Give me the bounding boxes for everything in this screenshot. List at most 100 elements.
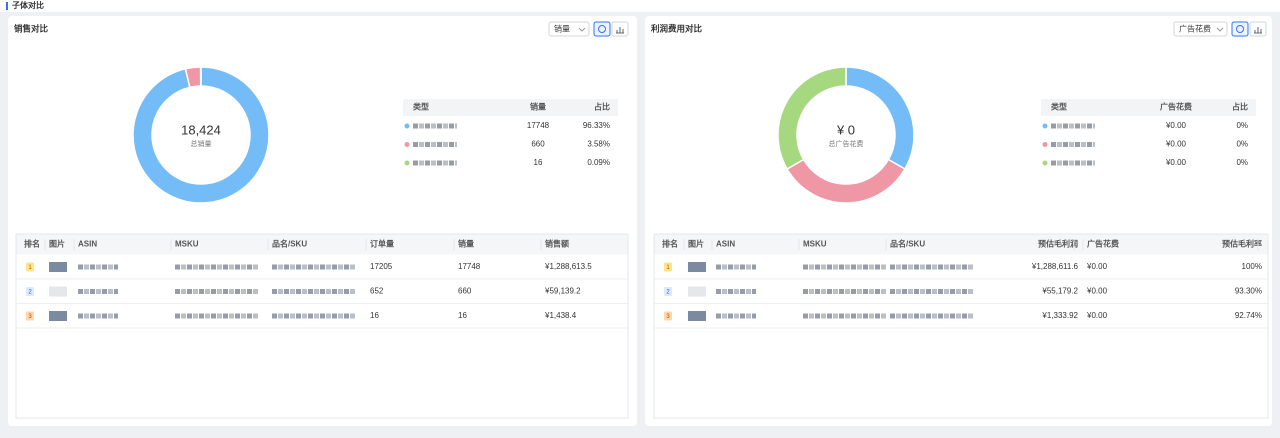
blurred-text	[223, 289, 228, 294]
blurred-text	[1075, 123, 1080, 129]
blurred-text	[968, 289, 973, 294]
legend-percent: 0%	[1236, 121, 1248, 130]
blurred-text	[425, 142, 430, 147]
blurred-text	[932, 289, 937, 294]
blurred-text	[803, 264, 808, 270]
blurred-text	[193, 313, 198, 319]
blurred-text	[284, 264, 289, 270]
blurred-text	[815, 264, 820, 270]
blurred-text	[175, 264, 180, 270]
blurred-text	[920, 313, 925, 319]
blurred-text	[241, 264, 246, 270]
blurred-text	[181, 313, 186, 319]
blurred-text	[1087, 142, 1092, 147]
blurred-text	[902, 264, 907, 270]
rank-badge	[26, 311, 34, 321]
blurred-text	[752, 264, 756, 270]
pie-icon	[598, 25, 606, 33]
rank: 3	[28, 314, 32, 320]
cell: ¥0.00	[1086, 287, 1108, 296]
selector-caret	[1216, 27, 1224, 32]
blurred-text	[863, 264, 868, 270]
blurred-text	[253, 264, 258, 270]
legend-header-cell: 类型	[1051, 102, 1067, 112]
blurred-text	[296, 264, 301, 270]
rank: 1	[666, 265, 670, 271]
cell: ¥0.00	[1086, 311, 1108, 320]
blurred-text	[833, 289, 838, 294]
thumbnail	[688, 262, 706, 272]
blurred-text	[839, 289, 844, 294]
blurred-text	[193, 264, 198, 270]
blurred-text	[314, 289, 319, 294]
blurred-text	[320, 264, 325, 270]
blurred-text	[413, 160, 418, 166]
blurred-text	[332, 264, 337, 270]
blurred-text	[938, 313, 943, 319]
blurred-text	[1069, 123, 1074, 129]
legend-value: 660	[531, 140, 545, 149]
pie-view-button[interactable]	[593, 21, 611, 37]
legend-dot	[404, 123, 410, 129]
blurred-text	[114, 289, 118, 294]
blurred-text	[890, 289, 895, 294]
blurred-text	[187, 289, 192, 294]
blurred-text	[247, 313, 252, 319]
blurred-text	[84, 313, 89, 319]
blurred-text	[455, 142, 457, 147]
table-frame	[15, 233, 629, 419]
blurred-text	[308, 289, 313, 294]
blurred-text	[722, 264, 727, 270]
blurred-text	[1087, 123, 1092, 129]
rank: 2	[28, 290, 32, 296]
thumbnail	[688, 311, 706, 321]
blurred-text	[962, 289, 967, 294]
blurred-text	[205, 264, 210, 270]
blurred-text	[839, 313, 844, 319]
cell: 93.30%	[1235, 287, 1262, 296]
blurred-text	[320, 313, 325, 319]
blurred-text	[205, 289, 210, 294]
selector[interactable]	[548, 21, 590, 37]
cell: ¥1,333.92	[1041, 311, 1078, 320]
pie-view-button[interactable]	[1231, 21, 1249, 37]
legend-percent: 96.33%	[583, 121, 610, 130]
cell: ¥1,438.4	[544, 311, 577, 320]
blurred-text	[419, 123, 424, 129]
rank-badge	[664, 262, 672, 272]
blurred-text	[1063, 142, 1068, 147]
column-header: 排名	[24, 239, 40, 249]
blurred-text	[78, 313, 83, 319]
blurred-text	[413, 142, 418, 147]
cell: ¥0.00	[1086, 262, 1108, 271]
blurred-text	[734, 264, 739, 270]
cell: 17205	[370, 262, 393, 271]
blurred-text	[890, 264, 895, 270]
blurred-text	[833, 264, 838, 270]
blurred-text	[956, 264, 961, 270]
thumbnail	[49, 286, 67, 297]
blurred-text	[896, 289, 901, 294]
blurred-text	[84, 289, 89, 294]
blurred-text	[78, 264, 83, 270]
thumbnail	[49, 311, 67, 321]
panel-title: 利润费用对比	[650, 23, 703, 33]
blurred-text	[716, 289, 721, 294]
blurred-text	[1051, 142, 1056, 147]
blurred-text	[187, 313, 192, 319]
selector[interactable]	[1173, 21, 1228, 37]
column-header: ASIN	[78, 240, 97, 249]
legend-header	[1041, 99, 1256, 116]
legend-dot	[404, 142, 410, 147]
cell: 17748	[458, 262, 481, 271]
cell: 16	[458, 311, 467, 320]
blurred-text	[1051, 123, 1056, 129]
blurred-text	[338, 289, 343, 294]
column-header: 销售额	[545, 239, 569, 249]
blurred-text	[437, 123, 442, 129]
blurred-text	[332, 289, 337, 294]
blurred-text	[326, 264, 331, 270]
blurred-text	[1069, 142, 1074, 147]
blurred-text	[908, 289, 913, 294]
